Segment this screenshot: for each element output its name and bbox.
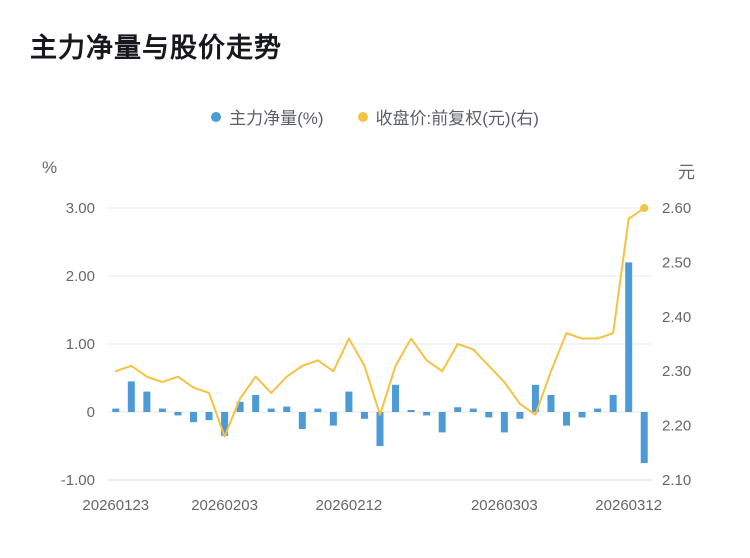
bar	[500, 412, 508, 433]
x-axis-tick: 20260203	[191, 497, 258, 514]
bar	[392, 384, 400, 412]
bar	[547, 395, 555, 412]
bar	[112, 408, 120, 412]
x-axis-tick: 20260123	[82, 497, 149, 514]
left-axis-tick: 0	[87, 404, 95, 421]
x-axis-tick: 20260303	[471, 497, 538, 514]
bar	[625, 262, 633, 412]
bar	[609, 395, 617, 412]
bar	[407, 409, 415, 412]
x-axis-tick: 20260312	[595, 497, 662, 514]
right-axis-tick: 2.30	[662, 363, 691, 380]
bar	[205, 412, 213, 421]
bar	[283, 406, 291, 412]
x-axis-tick: 20260212	[316, 497, 383, 514]
bar	[158, 408, 166, 412]
bar	[485, 412, 493, 418]
chart-title: 主力净量与股价走势	[30, 33, 282, 63]
bar	[329, 412, 337, 426]
left-axis-unit: %	[42, 158, 58, 177]
bar	[236, 401, 244, 412]
legend-dot-main-icon	[211, 111, 222, 122]
bar	[143, 391, 151, 412]
legend-dot-price-icon	[357, 111, 368, 122]
bar	[252, 395, 260, 412]
bar	[174, 412, 182, 416]
bar	[454, 407, 462, 412]
left-axis-tick: 3.00	[66, 200, 95, 217]
left-axis-tick: -1.00	[61, 472, 95, 489]
right-axis-unit: 元	[678, 163, 695, 182]
legend-item-main-net-volume[interactable]: 主力净量(%)	[211, 104, 324, 129]
line-end-marker	[640, 204, 649, 212]
bar	[438, 412, 446, 433]
legend: 主力净量(%) 收盘价:前复权(元)(右)	[0, 104, 750, 129]
price-line	[114, 207, 646, 438]
bar	[469, 408, 477, 412]
right-axis-tick: 2.60	[662, 200, 691, 217]
bar	[345, 391, 353, 412]
right-axis-tick: 2.50	[662, 254, 691, 271]
left-axis-tick: 1.00	[66, 336, 95, 353]
bar	[640, 412, 648, 463]
bar	[531, 384, 539, 412]
left-axis-tick: 2.00	[66, 268, 95, 285]
legend-item-close-price[interactable]: 收盘价:前复权(元)(右)	[357, 104, 539, 129]
bar	[578, 412, 586, 418]
bar	[376, 412, 384, 446]
bar	[594, 408, 602, 412]
bar	[423, 412, 431, 416]
bar	[221, 412, 229, 436]
right-axis-tick: 2.10	[662, 472, 691, 489]
bar	[563, 412, 571, 426]
bar	[189, 412, 197, 423]
bar	[360, 412, 368, 419]
bar	[298, 412, 306, 429]
bar	[314, 408, 322, 412]
bar	[127, 381, 135, 412]
bar	[516, 412, 524, 419]
bar	[267, 408, 275, 412]
legend-label-main-net-volume: 主力净量(%)	[229, 109, 324, 128]
legend-label-close-price: 收盘价:前复权(元)(右)	[375, 109, 539, 128]
right-axis-tick: 2.40	[662, 309, 691, 326]
right-axis-tick: 2.20	[662, 418, 691, 435]
